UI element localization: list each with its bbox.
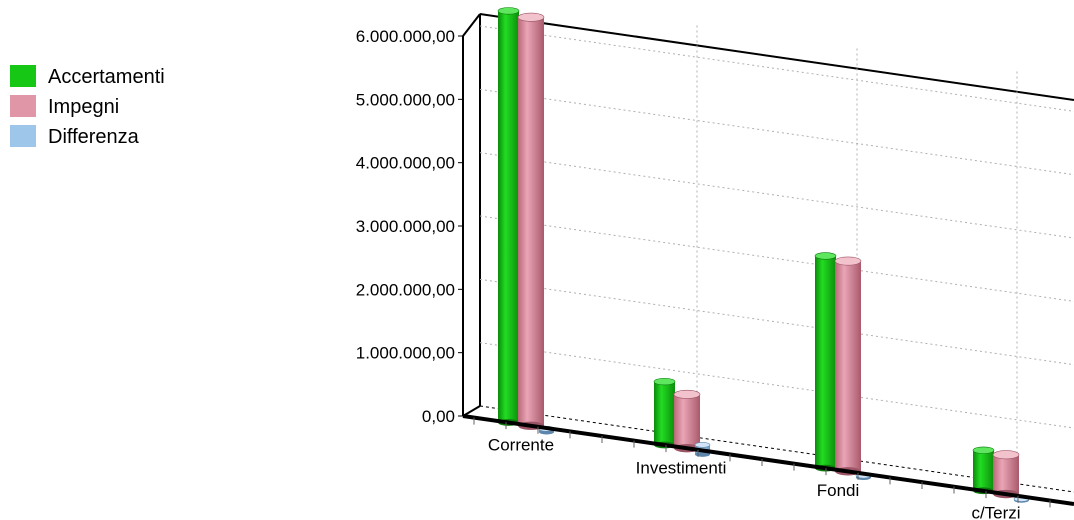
floor-left-edge bbox=[462, 405, 481, 417]
legend-item-impegni: Impegni bbox=[10, 95, 119, 118]
category-label: Corrente bbox=[488, 435, 554, 454]
chart-frame bbox=[462, 13, 1074, 493]
bar-cap bbox=[972, 446, 995, 454]
category-label: c/Terzi bbox=[971, 504, 1020, 520]
floor-front bbox=[462, 405, 1074, 506]
bar-body bbox=[835, 261, 861, 472]
bar-body bbox=[815, 255, 836, 469]
gridline-h bbox=[479, 25, 1074, 112]
legend-swatch-impegni bbox=[10, 95, 36, 117]
legend-label-accertamenti: Accertamenti bbox=[48, 66, 165, 88]
back-wall-top-edge bbox=[479, 13, 1074, 101]
category-label: Investimenti bbox=[636, 458, 727, 477]
category-label: Fondi bbox=[817, 481, 860, 500]
y-tick-label: 5.000.000,00 bbox=[356, 90, 455, 109]
bar-base bbox=[695, 451, 710, 457]
bars-layer bbox=[497, 7, 1030, 503]
bar-accertamenti-corrente bbox=[497, 7, 520, 426]
y-axis-ticks: 0,00 1.000.000,00 2.000.000,00 3.000.000,00… bbox=[356, 27, 463, 426]
legend-swatch-accertamenti bbox=[10, 65, 36, 87]
bar-cap bbox=[673, 389, 701, 399]
gridline-h bbox=[479, 215, 1074, 302]
y-tick-label: 1.000.000,00 bbox=[356, 344, 455, 363]
legend-label-impegni: Impegni bbox=[48, 96, 119, 118]
y-tick-label: 3.000.000,00 bbox=[356, 217, 455, 236]
bar-body bbox=[993, 454, 1019, 495]
back-wall bbox=[480, 14, 1074, 492]
gridline-h bbox=[479, 342, 1074, 429]
bar-cap bbox=[694, 442, 711, 448]
bar-cap bbox=[517, 12, 545, 22]
gridline-h bbox=[479, 152, 1074, 239]
side-wall-top-edge bbox=[462, 13, 481, 37]
bar-accertamenti-fondi bbox=[814, 252, 837, 472]
bar-body bbox=[654, 381, 675, 445]
legend-label-differenza: Differenza bbox=[48, 126, 140, 148]
bar-cap bbox=[992, 450, 1020, 460]
bar-impegni-fondi bbox=[834, 256, 862, 476]
bar-body bbox=[973, 450, 994, 491]
y-tick-label: 6.000.000,00 bbox=[356, 27, 455, 46]
gridline-h bbox=[479, 278, 1074, 366]
bar-body bbox=[518, 17, 544, 426]
legend: Accertamenti Impegni Differenza bbox=[10, 65, 165, 148]
bar-cap bbox=[814, 252, 837, 260]
y-tick-label: 4.000.000,00 bbox=[356, 154, 455, 173]
category-labels: Corrente Investimenti Fondi c/Terzi bbox=[488, 435, 1021, 520]
legend-item-differenza: Differenza bbox=[10, 125, 140, 148]
legend-swatch-differenza bbox=[10, 125, 36, 147]
legend-item-accertamenti: Accertamenti bbox=[10, 65, 165, 88]
bar-cap bbox=[834, 256, 862, 266]
x-axis-line bbox=[462, 414, 1074, 506]
bar-body bbox=[498, 10, 519, 423]
y-tick-label: 0,00 bbox=[422, 407, 455, 426]
bar-impegni-investimenti bbox=[673, 389, 701, 453]
bar-impegni-corrente bbox=[517, 12, 545, 430]
bar-cap bbox=[497, 7, 520, 15]
grid-layer bbox=[479, 25, 1074, 484]
y-tick-label: 2.000.000,00 bbox=[356, 280, 455, 299]
gridline-h bbox=[479, 88, 1074, 176]
bar-body bbox=[674, 394, 700, 449]
x-axis-ticks bbox=[473, 417, 1051, 508]
bar-accertamenti-cterzi bbox=[972, 446, 995, 495]
bar-cap bbox=[653, 377, 676, 386]
bar-accertamenti-investimenti bbox=[653, 377, 676, 449]
